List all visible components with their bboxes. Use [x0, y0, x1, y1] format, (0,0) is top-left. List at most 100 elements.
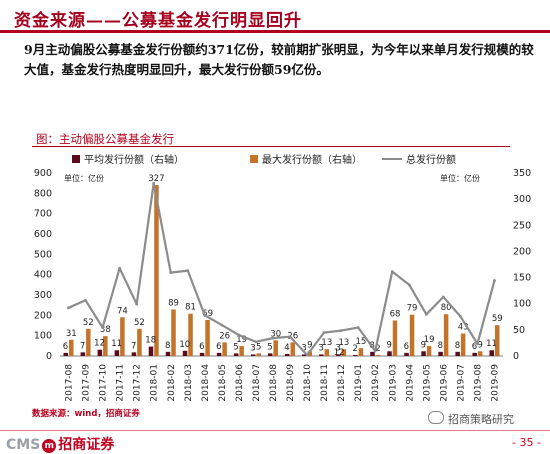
- x-tick-label: 2017-08: [65, 364, 75, 402]
- watermark: 招商策略研究: [428, 411, 514, 427]
- legend-label: 平均发行份额（右轴）: [84, 153, 184, 166]
- x-tick-label: 2018-07: [252, 364, 262, 402]
- avg-bar: [199, 352, 205, 356]
- y-left-tick-label: 300: [34, 290, 52, 301]
- x-tick-label: 2019-08: [473, 364, 483, 402]
- total-point: [84, 298, 87, 302]
- legend-label: 最大发行份额（右轴）: [262, 153, 362, 166]
- max-bar-label: 26: [287, 331, 298, 341]
- max-bar: [69, 339, 74, 356]
- total-point: [459, 314, 462, 318]
- max-bar-label: 13: [321, 338, 332, 348]
- x-tick-label: 2019-05: [422, 364, 432, 402]
- total-point: [493, 279, 496, 282]
- x-tick-label: 2019-03: [388, 364, 398, 402]
- y-left-tick-label: 800: [34, 188, 52, 199]
- avg-bar: [233, 353, 239, 356]
- max-bar: [273, 340, 278, 356]
- title-underline: [0, 30, 550, 33]
- x-tick-label: 2019-01: [354, 364, 364, 402]
- avg-bar-label: 4: [284, 343, 289, 353]
- y-left-tick-label: 0: [46, 351, 52, 362]
- max-bar: [494, 325, 500, 356]
- avg-bar: [267, 353, 273, 356]
- avg-bar-label: 6: [199, 342, 204, 352]
- total-point: [339, 329, 343, 332]
- y-left-tick-label: 200: [34, 310, 52, 321]
- y-right-tick-label: 300: [513, 194, 531, 205]
- total-point: [407, 283, 411, 287]
- x-tick-label: 2019-07: [456, 364, 466, 402]
- avg-bar: [336, 354, 341, 356]
- avg-bar: [370, 351, 375, 356]
- y-left-tick-label: 900: [34, 168, 52, 179]
- page-title: 资金来源——公募基金发行明显回升: [14, 11, 302, 31]
- chart-heading: 图：主动偏股公募基金发行: [36, 132, 174, 146]
- avg-bar: [472, 352, 477, 356]
- x-tick-label: 2017-11: [116, 364, 126, 402]
- max-bar: [154, 185, 159, 356]
- avg-bar: [285, 353, 290, 356]
- avg-bar-label: 3: [250, 343, 255, 353]
- y-right-unit-label: 单位：亿份: [440, 173, 480, 183]
- avg-bar-label: 2: [352, 344, 357, 354]
- avg-bar: [216, 352, 222, 356]
- avg-bar-label: 9: [387, 340, 392, 350]
- avg-bar: [455, 351, 460, 356]
- total-point: [169, 271, 173, 275]
- max-bar: [460, 333, 466, 356]
- total-point: [135, 302, 139, 306]
- total-point: [152, 181, 156, 185]
- total-point: [101, 326, 104, 329]
- total-point: [203, 313, 207, 317]
- avg-bar: [404, 352, 409, 356]
- y-right-tick-label: 100: [513, 299, 531, 310]
- logo-cn: 招商证券: [58, 437, 115, 453]
- max-bar-label: 81: [185, 303, 196, 313]
- y-left-tick-label: 500: [34, 249, 52, 260]
- avg-bar-label: 5: [233, 342, 238, 352]
- max-bar-label: 19: [236, 335, 247, 345]
- max-bar: [375, 354, 381, 356]
- total-point: [322, 331, 326, 335]
- avg-bar-label: 8: [455, 341, 460, 351]
- total-point: [288, 335, 292, 339]
- fund-issuance-chart: 0 100 200 300 400 500 600 700 800 900 0 50 100 150 200…: [34, 153, 531, 402]
- y-left-tick-label: 700: [34, 209, 52, 220]
- chart-heading-rule: [32, 146, 510, 147]
- max-bar-label: 59: [492, 314, 503, 324]
- max-bar: [86, 328, 91, 356]
- x-tick-label: 2018-01: [150, 364, 160, 402]
- x-tick-label: 2018-11: [320, 364, 330, 402]
- avg-bar-label: 18: [145, 336, 156, 346]
- max-bar: [477, 351, 483, 356]
- x-tick-label: 2018-05: [218, 364, 228, 402]
- max-bar-label: 52: [134, 318, 145, 328]
- x-tick-label: 2018-03: [184, 364, 194, 402]
- total-point: [254, 340, 258, 344]
- x-tick-label: 2017-09: [82, 364, 92, 402]
- y-right-tick-label: 350: [513, 168, 531, 179]
- max-bar-label: 9: [477, 340, 482, 350]
- extra-bar-label: 12: [334, 348, 345, 358]
- legend-swatch: [72, 155, 80, 163]
- y-left-unit-label: 单位：亿份: [64, 173, 104, 183]
- legend-swatch: [250, 155, 258, 163]
- y-left-tick-label: 400: [34, 270, 52, 281]
- x-tick-label: 2018-10: [303, 364, 313, 402]
- max-bar-label: 74: [117, 306, 128, 316]
- page-number: - 35 -: [512, 436, 541, 449]
- y-right-tick-label: 50: [513, 325, 525, 336]
- max-bar: [256, 353, 261, 356]
- footer-rule: [0, 430, 550, 431]
- max-bar-label: 31: [66, 329, 77, 339]
- y-left-tick-label: 100: [34, 331, 52, 342]
- max-bar-label: 15: [356, 337, 367, 347]
- y-right-tick-label: 0: [513, 351, 519, 362]
- total-point: [424, 312, 428, 316]
- max-bar-label: 2: [375, 344, 380, 354]
- max-bar: [222, 342, 227, 356]
- avg-bar-label: 3: [318, 343, 323, 353]
- max-bar-label: 79: [407, 304, 418, 314]
- x-tick-label: 2019-06: [439, 364, 449, 402]
